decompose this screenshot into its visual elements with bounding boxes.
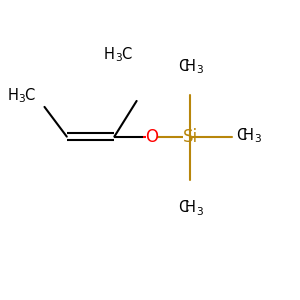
Text: C: C	[236, 128, 246, 142]
Text: 3: 3	[196, 206, 203, 217]
Text: H: H	[185, 59, 196, 74]
Text: 3: 3	[254, 134, 261, 144]
Text: Si: Si	[183, 128, 198, 146]
Text: C: C	[178, 200, 188, 215]
Text: H: H	[104, 47, 115, 62]
Text: H: H	[243, 128, 254, 142]
Text: H: H	[7, 88, 18, 103]
Text: 3: 3	[115, 53, 122, 64]
Text: O: O	[145, 128, 158, 146]
Text: H: H	[185, 200, 196, 215]
Text: C: C	[178, 59, 188, 74]
Text: C: C	[121, 47, 131, 62]
Text: C: C	[25, 88, 35, 103]
Text: 3: 3	[19, 94, 26, 103]
Text: 3: 3	[196, 65, 203, 75]
